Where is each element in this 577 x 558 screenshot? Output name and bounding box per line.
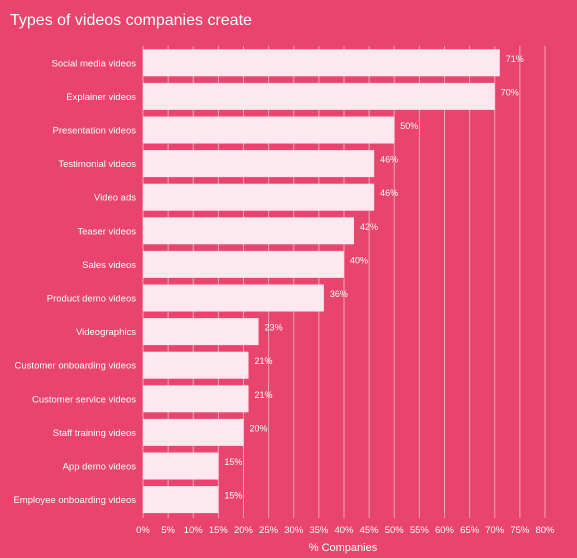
category-label: Product demo videos bbox=[47, 294, 136, 305]
chart-title: Types of videos companies create bbox=[10, 12, 252, 29]
category-label: Staff training videos bbox=[53, 428, 137, 439]
category-label: Video ads bbox=[94, 193, 136, 204]
bar bbox=[143, 452, 219, 480]
data-label: 46% bbox=[380, 155, 398, 165]
data-label: 46% bbox=[380, 188, 398, 198]
data-label: 40% bbox=[350, 255, 368, 265]
data-label: 50% bbox=[400, 121, 418, 131]
bar bbox=[143, 150, 375, 178]
data-label: 21% bbox=[255, 356, 273, 366]
x-tick-label: 25% bbox=[259, 525, 279, 536]
x-tick-label: 50% bbox=[385, 525, 405, 536]
category-label: Social media videos bbox=[52, 58, 137, 69]
x-tick-label: 35% bbox=[309, 525, 329, 536]
x-tick-label: 10% bbox=[184, 525, 204, 536]
x-tick-label: 75% bbox=[510, 525, 530, 536]
bar bbox=[143, 318, 259, 346]
data-label: 42% bbox=[360, 222, 378, 232]
bar bbox=[143, 250, 344, 278]
category-label: App demo videos bbox=[63, 462, 137, 473]
category-label: Employee onboarding videos bbox=[13, 495, 136, 506]
x-tick-label: 65% bbox=[460, 525, 480, 536]
data-label: 15% bbox=[224, 491, 242, 501]
x-tick-label: 70% bbox=[485, 525, 505, 536]
bar bbox=[143, 217, 355, 245]
x-tick-label: 0% bbox=[136, 525, 150, 536]
data-label: 71% bbox=[506, 54, 524, 64]
x-tick-label: 40% bbox=[334, 525, 354, 536]
bar bbox=[143, 82, 495, 110]
category-label: Customer onboarding videos bbox=[15, 361, 137, 372]
x-tick-label: 30% bbox=[284, 525, 304, 536]
grid-lines bbox=[142, 46, 546, 518]
bar bbox=[143, 116, 395, 144]
x-tick-label: 60% bbox=[435, 525, 455, 536]
bar bbox=[143, 486, 219, 514]
x-tick-label: 15% bbox=[209, 525, 229, 536]
category-labels: Social media videos Explainer videos Prese… bbox=[13, 58, 136, 506]
data-label: 23% bbox=[265, 323, 283, 333]
data-label: 20% bbox=[250, 423, 268, 433]
data-label: 36% bbox=[330, 289, 348, 299]
bar bbox=[143, 183, 375, 211]
x-tick-labels: 0% 5% 10% 15% 20% 25% 30% 35% 40% 45% 50% 55% 60% 65%… bbox=[136, 525, 555, 536]
data-labels: 71% 70% 50% 46% 46% 42% 40% 36% 23% 21% 21% 20% 15% 1… bbox=[224, 54, 523, 501]
x-tick-label: 5% bbox=[161, 525, 175, 536]
x-tick-label: 80% bbox=[535, 525, 555, 536]
category-label: Teaser videos bbox=[77, 226, 136, 237]
category-label: Testimonial videos bbox=[58, 159, 136, 170]
bar bbox=[143, 418, 244, 446]
bar bbox=[143, 385, 249, 413]
category-label: Customer service videos bbox=[32, 394, 136, 405]
category-label: Presentation videos bbox=[53, 126, 137, 137]
category-label: Sales videos bbox=[82, 260, 136, 271]
x-tick-label: 20% bbox=[234, 525, 254, 536]
data-label: 21% bbox=[255, 390, 273, 400]
bars bbox=[143, 49, 500, 514]
data-label: 70% bbox=[501, 87, 519, 97]
x-tick-label: 45% bbox=[360, 525, 380, 536]
bar bbox=[143, 351, 249, 379]
category-label: Explainer videos bbox=[66, 92, 136, 103]
x-tick-label: 55% bbox=[410, 525, 430, 536]
category-label: Videographics bbox=[76, 327, 136, 338]
bar bbox=[143, 284, 324, 312]
data-label: 15% bbox=[224, 457, 242, 467]
x-axis-title: % Companies bbox=[309, 542, 378, 554]
bar bbox=[143, 49, 500, 77]
